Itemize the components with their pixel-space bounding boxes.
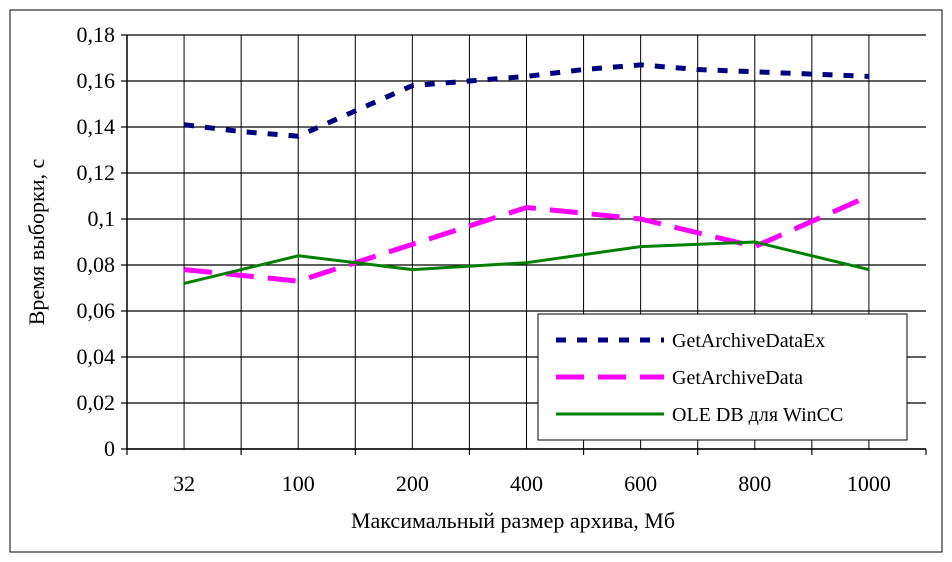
- legend: GetArchiveDataEx GetArchiveData OLE DB для…: [537, 313, 908, 441]
- legend-label-1: GetArchiveData: [672, 367, 803, 389]
- chart-border: [9, 9, 943, 553]
- x-tick-label: 100: [282, 471, 315, 496]
- y-tick-label: 0: [104, 436, 115, 461]
- y-tick-label: 0,1: [88, 206, 116, 231]
- x-axis-label: Максимальный размер архива, Мб: [351, 508, 675, 533]
- series-group: [183, 62, 870, 285]
- x-tick-label: 32: [173, 471, 195, 496]
- x-tick-label: 400: [510, 471, 543, 496]
- y-tick-label: 0,18: [77, 22, 116, 47]
- x-tick-label: 1000: [847, 471, 891, 496]
- series-line-0: [183, 62, 870, 139]
- y-tick-label: 0,04: [77, 344, 116, 369]
- x-tick-label: 600: [624, 471, 657, 496]
- y-tick-label: 0,12: [77, 160, 116, 185]
- legend-label-0: GetArchiveDataEx: [672, 330, 825, 352]
- y-tick-label: 0,06: [77, 298, 116, 323]
- y-tick-label: 0,14: [77, 114, 116, 139]
- x-axis: 32 100 200 400 600 800 1000: [126, 448, 927, 496]
- y-tick-label: 0,16: [77, 68, 116, 93]
- x-tick-label: 200: [396, 471, 429, 496]
- legend-label-2: OLE DB для WinCC: [672, 404, 843, 426]
- series-line-2: [183, 240, 870, 285]
- x-tick-label: 800: [738, 471, 771, 496]
- y-tick-label: 0,02: [77, 390, 116, 415]
- y-tick-label: 0,08: [77, 252, 116, 277]
- y-axis: 0 0,02 0,04 0,06 0,08 0,1 0,12 0,14 0,16 0,18: [77, 22, 128, 461]
- y-axis-label: Время выборки, с: [24, 158, 49, 325]
